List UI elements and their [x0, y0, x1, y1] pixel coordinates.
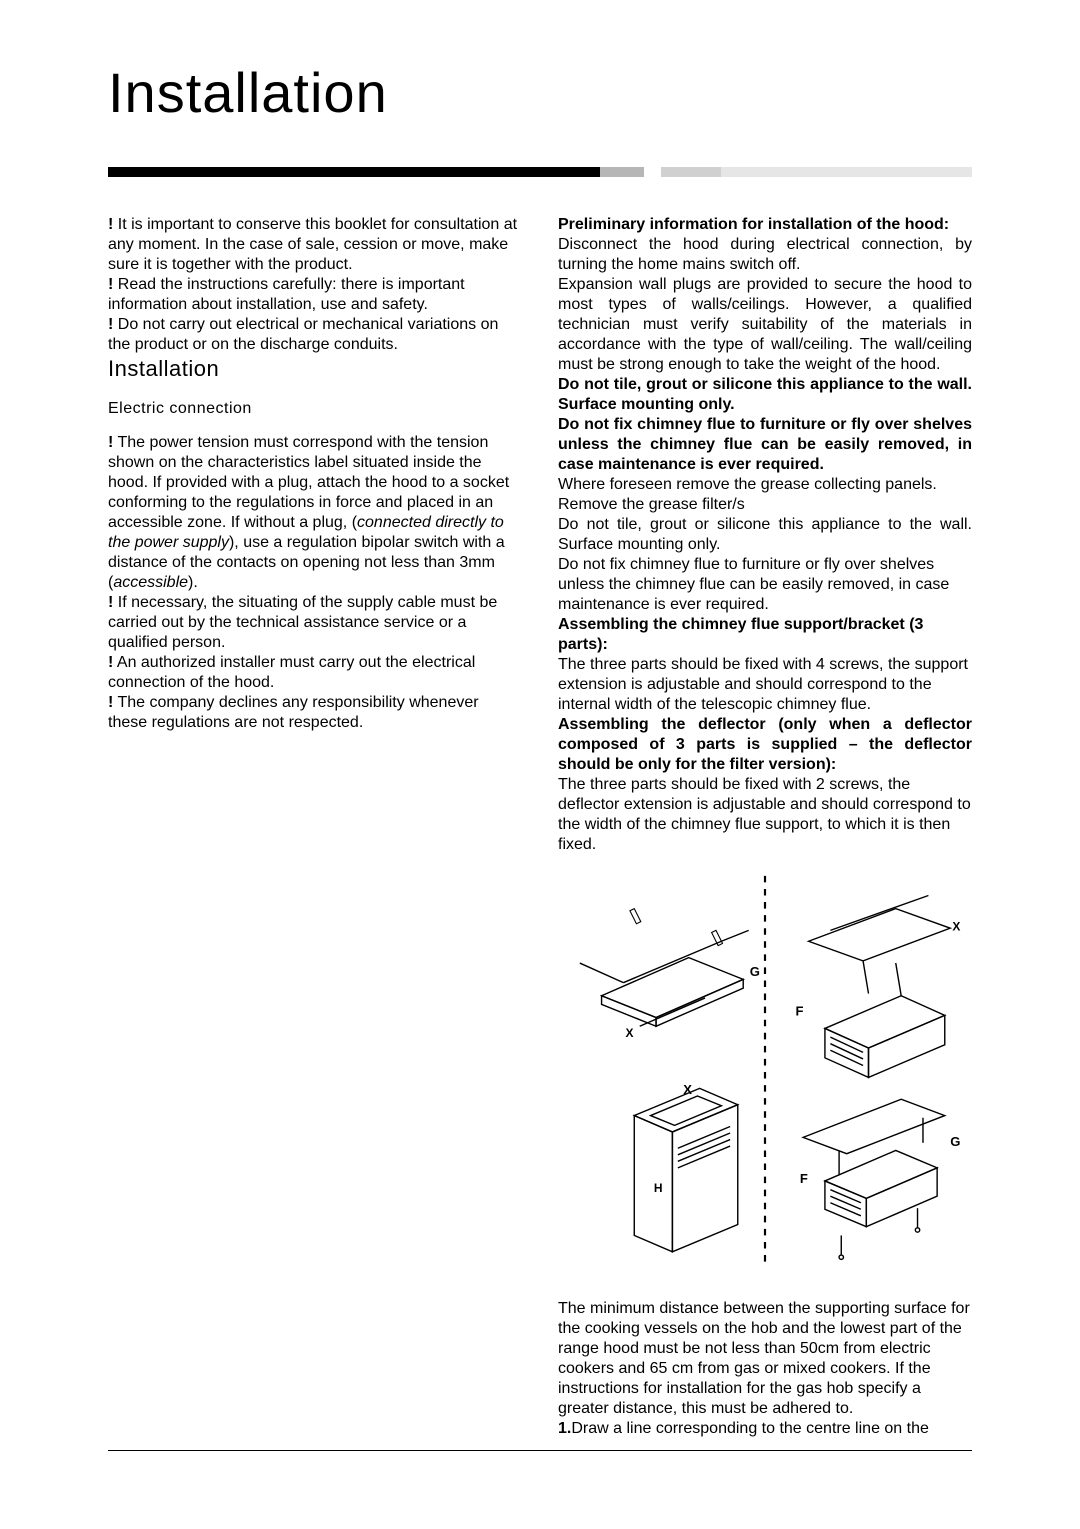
- paragraph-text: If necessary, the situating of the suppl…: [108, 594, 497, 651]
- paragraph-text: Where foreseen remove the grease collect…: [558, 475, 972, 495]
- paragraph-text: The three parts should be fixed with 2 s…: [558, 775, 972, 855]
- warning-mark: !: [108, 434, 113, 451]
- title-bar-segment: [108, 167, 600, 177]
- diagram-label-g: G: [750, 964, 760, 979]
- numbered-step: 1.Draw a line corresponding to the centr…: [558, 1419, 972, 1439]
- paragraph-text: The three parts should be fixed with 4 s…: [558, 655, 972, 715]
- diagram-label-x2: X: [952, 919, 960, 933]
- paragraph: ! If necessary, the situating of the sup…: [108, 593, 522, 653]
- step-number: 1.: [558, 1420, 571, 1437]
- page-title: Installation: [108, 60, 972, 125]
- title-accent-bar: [108, 167, 972, 177]
- warning-mark: !: [108, 316, 113, 333]
- paragraph: ! The company declines any responsibilit…: [108, 693, 522, 733]
- title-bar-segment: [644, 167, 661, 177]
- right-body: Preliminary information for installation…: [558, 215, 972, 855]
- paragraph-text: ).: [188, 574, 198, 591]
- paragraph: ! Do not carry out electrical or mechani…: [108, 315, 522, 355]
- document-page: Installation ! It is important to conser…: [0, 0, 1080, 1529]
- paragraph-text: An authorized installer must carry out t…: [108, 654, 475, 691]
- paragraph-text: Remove the grease filter/s: [558, 495, 972, 515]
- warning-mark: !: [108, 654, 113, 671]
- bold-heading: Assembling the deflector (only when a de…: [558, 715, 972, 775]
- paragraph-text: Draw a line corresponding to the centre …: [571, 1420, 929, 1437]
- bold-heading: Preliminary information for installation…: [558, 215, 972, 235]
- section-subheading-electric: Electric connection: [108, 399, 522, 419]
- diagram-panel-bottom-right: [803, 1099, 945, 1259]
- right-column: Preliminary information for installation…: [558, 215, 972, 1439]
- paragraph-text: The company declines any responsibility …: [108, 694, 479, 731]
- paragraph-text: Read the instructions carefully: there i…: [108, 276, 465, 313]
- title-bar-segment: [721, 167, 972, 177]
- diagram-panel-top-left: [580, 909, 749, 1027]
- diagram-panel-bottom-left: [634, 1088, 738, 1251]
- paragraph-text: Do not tile, grout or silicone this appl…: [558, 515, 972, 555]
- paragraph-text: The minimum distance between the support…: [558, 1299, 972, 1419]
- section-heading-installation: Installation: [108, 355, 522, 383]
- diagram-label-f2: F: [800, 1171, 808, 1186]
- paragraph-text: Do not fix chimney flue to furniture or …: [558, 555, 972, 615]
- paragraph: ! It is important to conserve this bookl…: [108, 215, 522, 275]
- paragraph: ! Read the instructions carefully: there…: [108, 275, 522, 315]
- diagram-label-x3: X: [683, 1082, 692, 1097]
- bold-line: Do not fix chimney flue to furniture or …: [558, 415, 972, 475]
- warning-mark: !: [108, 276, 113, 293]
- left-column: ! It is important to conserve this bookl…: [108, 215, 522, 1439]
- assembly-diagram-svg: G X: [558, 865, 972, 1279]
- title-bar-segment: [600, 167, 643, 177]
- two-column-layout: ! It is important to conserve this bookl…: [108, 215, 972, 1439]
- warning-mark: !: [108, 594, 113, 611]
- paragraph: ! The power tension must correspond with…: [108, 433, 522, 593]
- paragraph-italic: accessible: [113, 574, 188, 591]
- assembly-diagram: G X: [558, 865, 972, 1285]
- title-bar-segment: [661, 167, 721, 177]
- footer-rule: [108, 1450, 972, 1451]
- diagram-label-g2: G: [950, 1134, 960, 1149]
- bold-line: Do not tile, grout or silicone this appl…: [558, 375, 972, 415]
- warning-mark: !: [108, 216, 113, 233]
- paragraph-text: Disconnect the hood during electrical co…: [558, 235, 972, 275]
- diagram-label-f: F: [796, 1003, 804, 1018]
- paragraph-text: It is important to conserve this booklet…: [108, 216, 517, 273]
- bold-heading: Assembling the chimney flue support/brac…: [558, 615, 972, 655]
- paragraph-text: Do not carry out electrical or mechanica…: [108, 316, 498, 353]
- paragraph-text: Expansion wall plugs are provided to sec…: [558, 275, 972, 375]
- paragraph: ! An authorized installer must carry out…: [108, 653, 522, 693]
- diagram-panel-top-right: [809, 896, 951, 1078]
- diagram-label-h: H: [654, 1181, 663, 1195]
- diagram-label-x: X: [626, 1026, 634, 1040]
- warning-mark: !: [108, 694, 113, 711]
